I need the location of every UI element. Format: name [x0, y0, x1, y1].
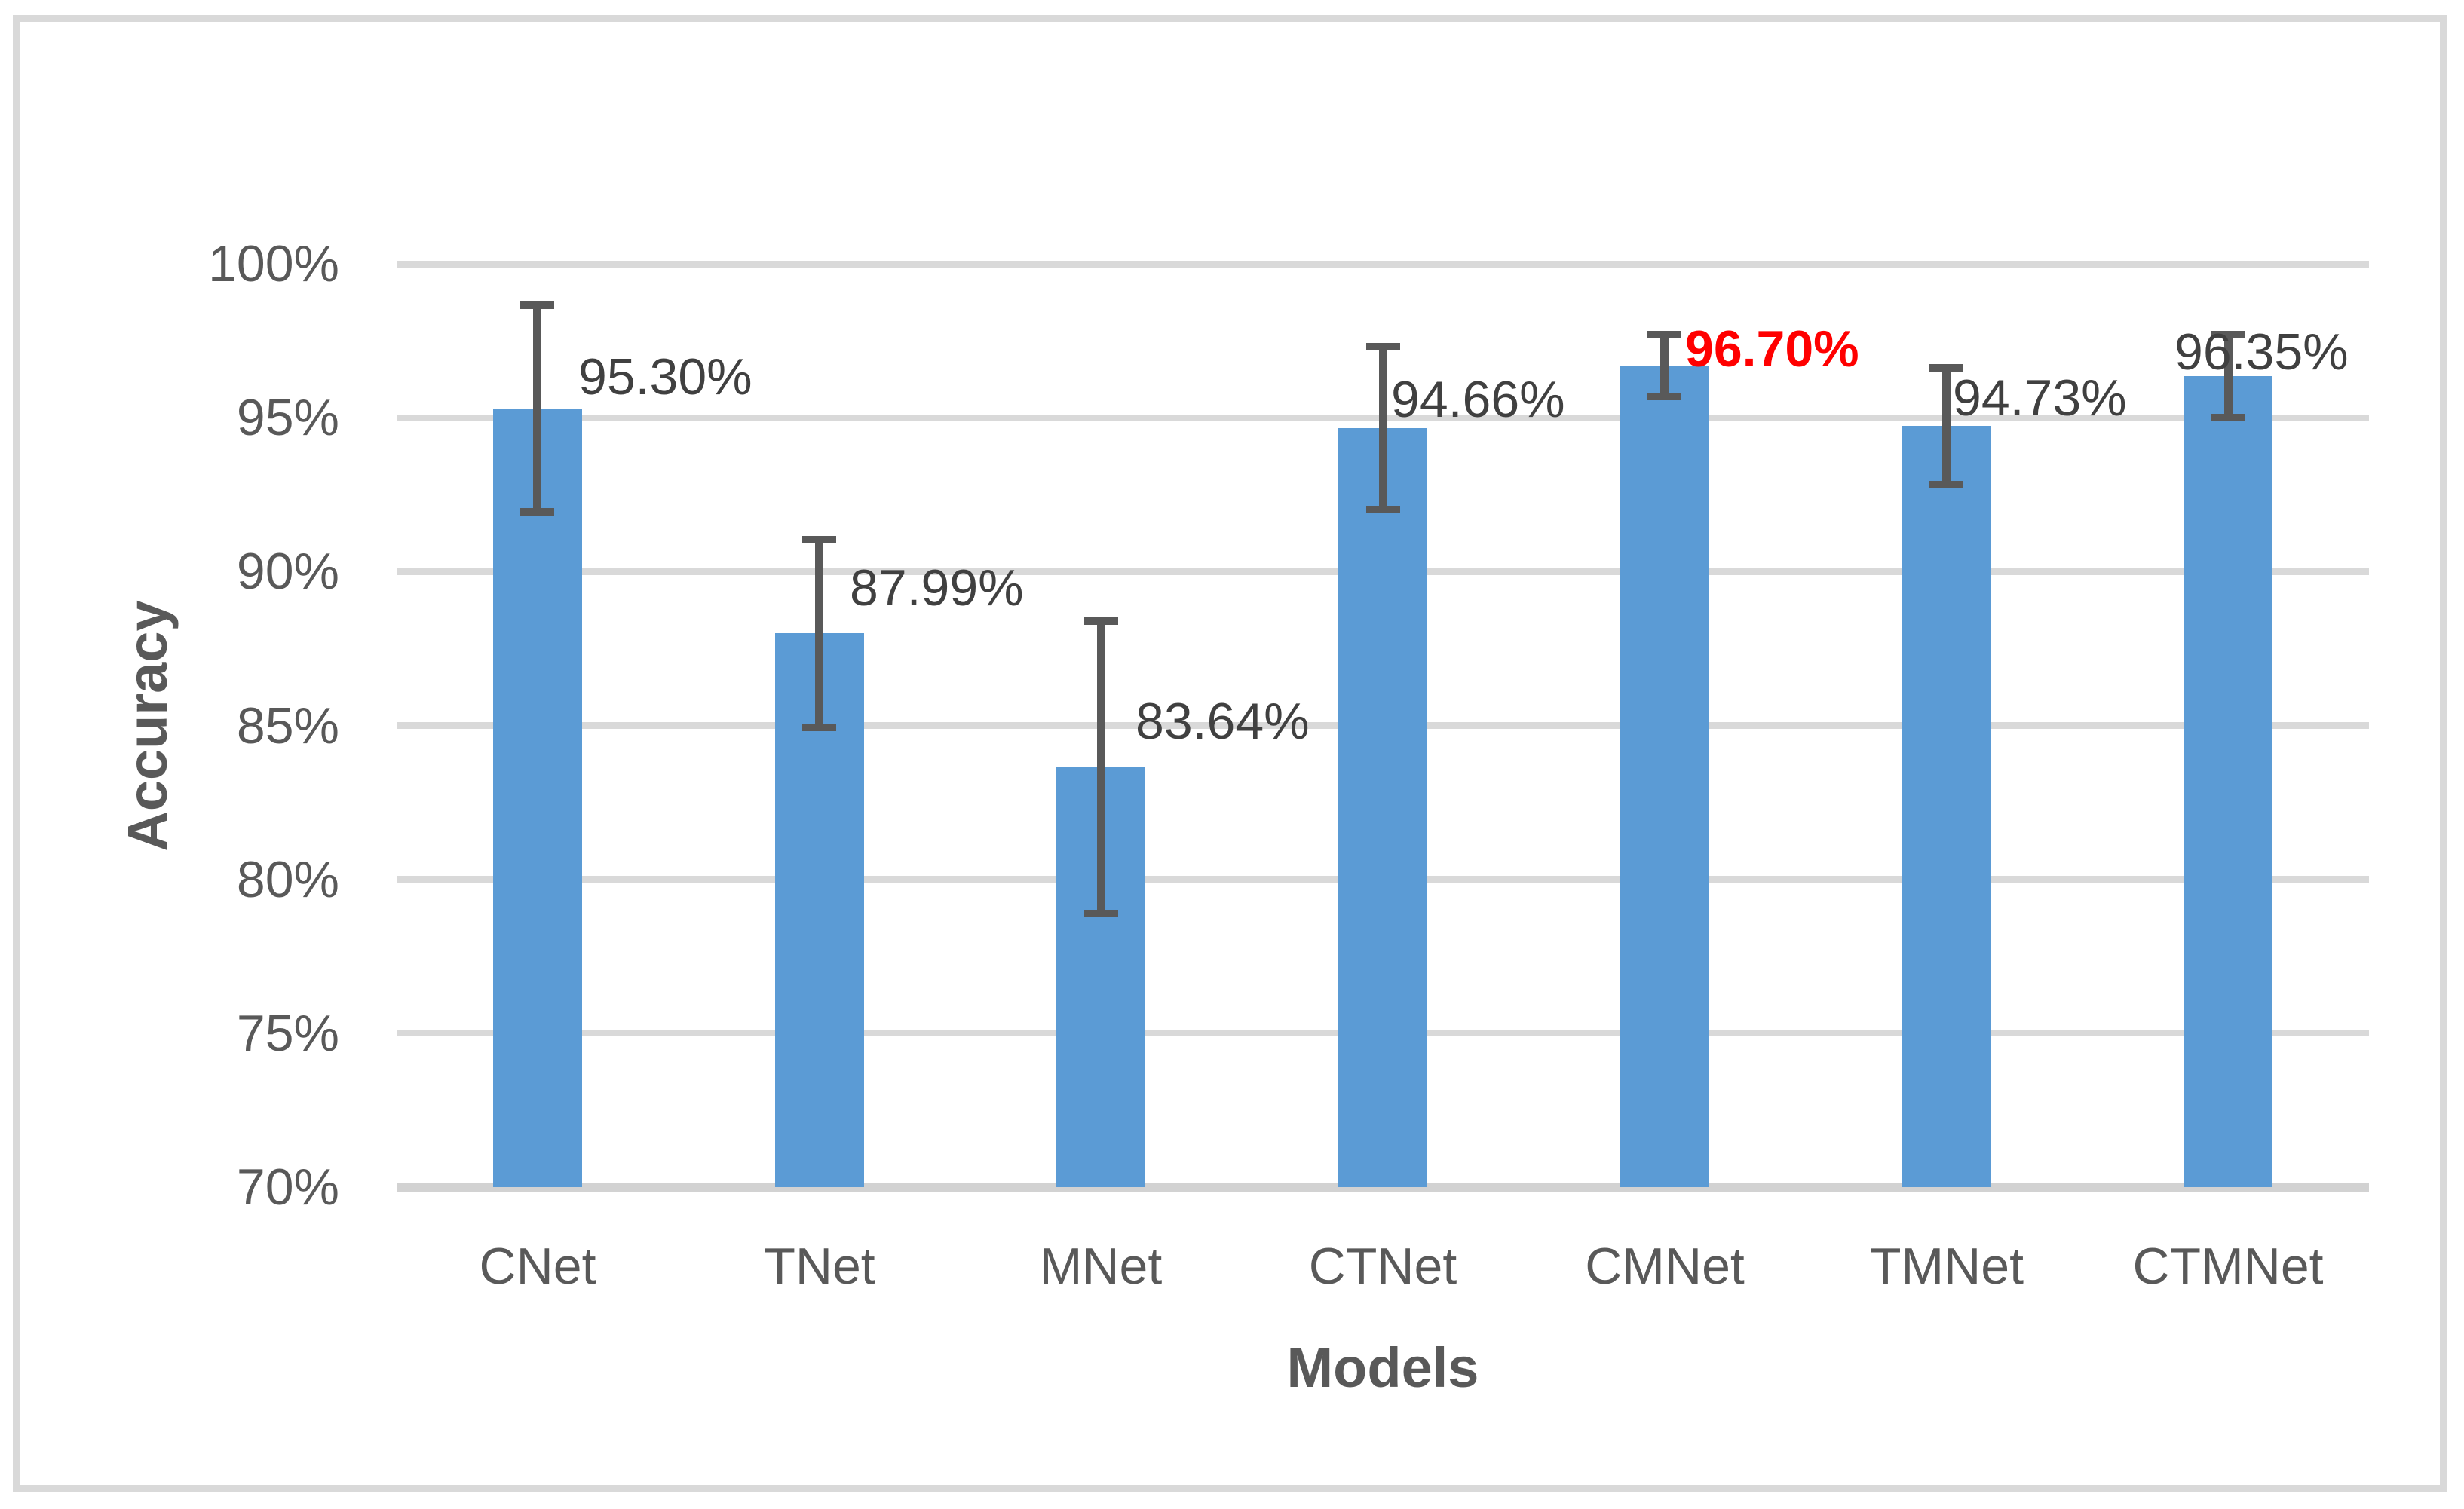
error-bar-top-cap-tmnet	[1929, 364, 1963, 372]
x-tick-cmnet: CMNet	[1585, 1238, 1745, 1295]
error-bar-bottom-cap-cmnet	[1647, 393, 1681, 400]
error-bar-line-cnet	[533, 305, 541, 512]
x-axis-line	[397, 1183, 2369, 1192]
data-label-cnet: 95.30%	[578, 348, 752, 406]
error-bar-line-mnet	[1097, 621, 1105, 914]
error-bar-top-cap-mnet	[1084, 617, 1118, 625]
x-tick-cnet: CNet	[479, 1238, 596, 1295]
error-bar-line-cmnet	[1660, 335, 1669, 396]
x-tick-tnet: TNet	[764, 1238, 875, 1295]
y-tick-100: 100%	[208, 235, 339, 292]
data-label-mnet: 83.64%	[1135, 693, 1310, 750]
y-tick-80: 80%	[236, 851, 339, 908]
error-bar-bottom-cap-tmnet	[1929, 481, 1963, 488]
x-tick-mnet: MNet	[1039, 1238, 1163, 1295]
bar-tmnet	[1902, 426, 1991, 1187]
error-bar-top-cap-ctmnet	[2211, 331, 2245, 338]
error-bar-line-ctmnet	[2224, 335, 2233, 418]
x-tick-ctnet: CTNet	[1308, 1238, 1457, 1295]
y-tick-90: 90%	[236, 543, 339, 600]
bar-cmnet	[1620, 366, 1709, 1187]
error-bar-top-cap-tnet	[802, 536, 836, 543]
error-bar-bottom-cap-cnet	[520, 508, 554, 516]
error-bar-top-cap-ctnet	[1366, 343, 1400, 350]
data-label-ctmnet: 96.35%	[2174, 323, 2349, 381]
y-tick-85: 85%	[236, 697, 339, 754]
chart-border	[13, 15, 2447, 1492]
gridline-100	[397, 261, 2369, 268]
error-bar-line-ctnet	[1379, 347, 1387, 510]
data-label-tmnet: 94.73%	[1953, 369, 2127, 427]
x-tick-tmnet: TMNet	[1870, 1238, 2024, 1295]
error-bar-top-cap-cmnet	[1647, 331, 1681, 338]
data-label-ctnet: 94.66%	[1391, 371, 1565, 428]
bar-cnet	[493, 409, 582, 1187]
error-bar-bottom-cap-mnet	[1084, 910, 1118, 917]
x-tick-ctmnet: CTMNet	[2132, 1238, 2324, 1295]
error-bar-bottom-cap-ctmnet	[2211, 414, 2245, 421]
y-tick-70: 70%	[236, 1159, 339, 1216]
bar-ctnet	[1338, 428, 1427, 1187]
data-label-tnet: 87.99%	[850, 559, 1024, 617]
error-bar-line-tnet	[815, 540, 823, 727]
x-axis-title: Models	[1286, 1336, 1479, 1399]
error-bar-bottom-cap-ctnet	[1366, 506, 1400, 513]
data-label-cmnet: 96.70%	[1685, 320, 1859, 378]
error-bar-line-tmnet	[1942, 368, 1951, 485]
y-tick-75: 75%	[236, 1005, 339, 1062]
y-tick-95: 95%	[236, 389, 339, 446]
error-bar-bottom-cap-tnet	[802, 724, 836, 731]
bar-ctmnet	[2184, 376, 2272, 1187]
y-axis-title: Accuracy	[116, 600, 179, 852]
error-bar-top-cap-cnet	[520, 301, 554, 309]
